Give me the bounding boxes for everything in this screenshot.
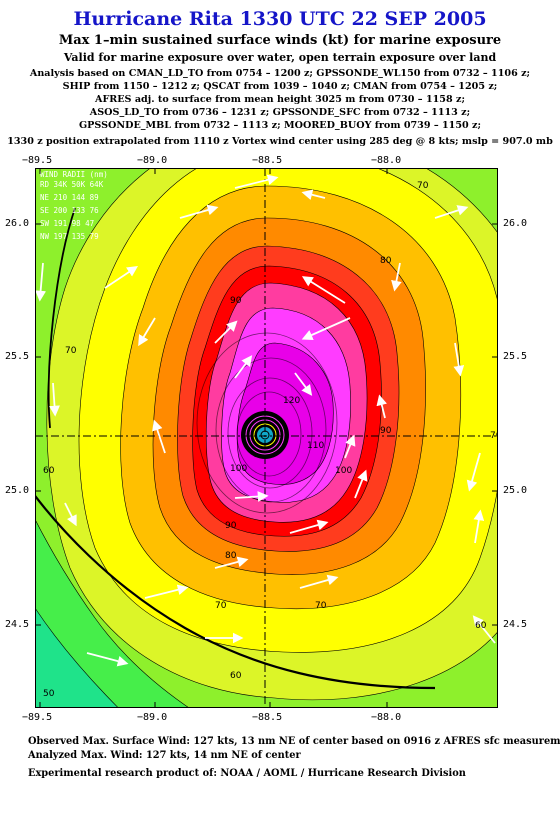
x-tick-label-top: −88.5 — [252, 155, 283, 166]
contour-label: 50 — [43, 689, 55, 699]
map-title: Hurricane Rita 1330 UTC 22 SEP 2005 — [73, 8, 487, 30]
wind-radii-row: NE 210 144 89 — [40, 193, 99, 202]
credit-line: Experimental research product of: NOAA /… — [28, 768, 466, 779]
contour-label: 70 — [65, 346, 77, 356]
contour-label: 60 — [43, 466, 55, 476]
analysis-line-2: SHIP from 1150 – 1212 z; QSCAT from 1039… — [62, 81, 498, 92]
x-tick-label-bottom: −89.0 — [137, 712, 168, 723]
map-subtitle-2: Valid for marine exposure over water, op… — [63, 51, 497, 64]
analysis-line-3: AFRES adj. to surface from mean height 3… — [95, 94, 465, 105]
y-tick-label-left: 26.0 — [5, 218, 30, 229]
contour-label: 70 — [417, 181, 429, 191]
contour-label: 70 — [315, 601, 327, 611]
observed-max-wind: Observed Max. Surface Wind: 127 kts, 13 … — [28, 736, 560, 747]
contour-label: 120 — [283, 396, 300, 406]
contour-label: 100 — [230, 464, 247, 474]
contour-label: 100 — [335, 466, 352, 476]
analysis-line-1: Analysis based on CMAN_LD_TO from 0754 –… — [29, 68, 531, 79]
wind-radii-row: WIND RADII (nm) — [40, 170, 108, 179]
x-tick-label-top: −89.0 — [137, 155, 168, 166]
x-tick-label-bottom: −88.5 — [252, 712, 283, 723]
contour-label: 80 — [380, 256, 392, 266]
contour-label: 70 — [490, 431, 498, 441]
contour-label: 80 — [225, 551, 237, 561]
wind-radii-row: SW 191 98 47 — [40, 219, 94, 228]
y-tick-label-left: 25.5 — [5, 351, 30, 362]
x-tick-label-bottom: −88.0 — [371, 712, 402, 723]
wind-radii-table: WIND RADII (nm) RD 34K 50K 64K NE 210 14… — [40, 170, 108, 241]
wind-radii-row: RD 34K 50K 64K — [40, 180, 104, 189]
x-tick-label-bottom: −89.5 — [22, 712, 53, 723]
contour-label: 60 — [230, 671, 242, 681]
contour-label: 60 — [475, 621, 487, 631]
y-tick-label-left: 24.5 — [5, 619, 30, 630]
contour-label: 90 — [230, 296, 242, 306]
y-tick-label-right: 25.5 — [503, 351, 528, 362]
contour-label: 70 — [215, 601, 227, 611]
wind-vectors — [35, 174, 496, 667]
y-tick-label-right: 26.0 — [503, 218, 528, 229]
contour-label: 90 — [380, 426, 392, 436]
x-tick-label-top: −88.0 — [371, 155, 402, 166]
analyzed-max-wind: Analyzed Max. Wind: 127 kts, 14 nm NE of… — [28, 750, 301, 761]
analysis-line-5: GPSSONDE_MBL from 0732 – 1113 z; MOORED_… — [78, 120, 482, 131]
y-tick-label-right: 25.0 — [503, 485, 528, 496]
contour-label: 110 — [307, 441, 324, 451]
y-tick-label-left: 25.0 — [5, 485, 30, 496]
analysis-line-4: ASOS_LD_TO from 0736 – 1231 z; GPSSONDE_… — [89, 107, 471, 118]
x-tick-label-top: −89.5 — [22, 155, 53, 166]
position-note: 1330 z position extrapolated from 1110 z… — [7, 136, 553, 147]
wind-field-map: 50 60 60 60 70 70 70 70 70 80 80 90 90 9… — [35, 168, 498, 708]
wind-radii-row: SE 200 133 76 — [40, 206, 99, 215]
contour-label: 90 — [225, 521, 237, 531]
y-tick-label-right: 24.5 — [503, 619, 528, 630]
map-subtitle: Max 1–min sustained surface winds (kt) f… — [58, 33, 502, 48]
wind-radii-row: NW 197 135 79 — [40, 232, 99, 241]
